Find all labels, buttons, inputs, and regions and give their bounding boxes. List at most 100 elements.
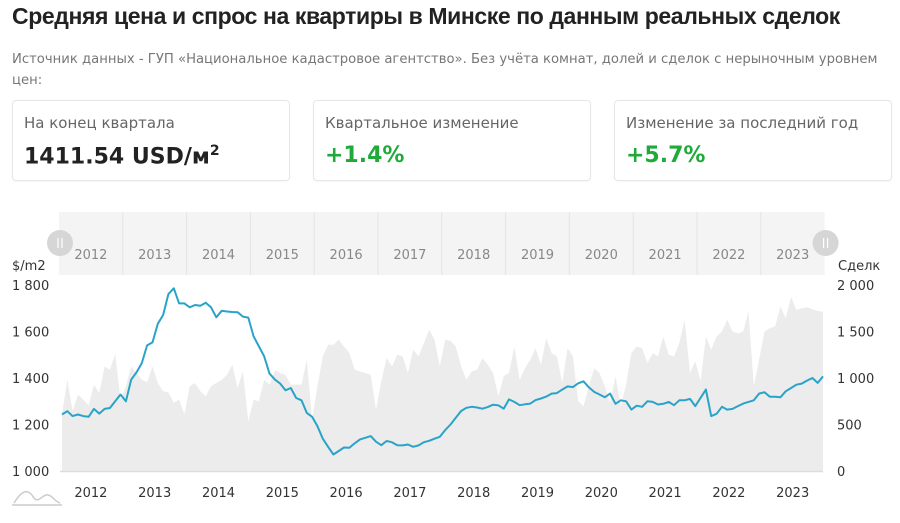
price-point[interactable] [751, 397, 757, 403]
price-point[interactable] [442, 427, 448, 433]
price-point[interactable] [575, 380, 581, 386]
navigator-year-label[interactable]: 2014 [202, 248, 235, 263]
price-point[interactable] [533, 397, 539, 403]
price-point[interactable] [714, 411, 720, 417]
navigator-year-label[interactable]: 2021 [649, 248, 682, 263]
price-point[interactable] [229, 309, 235, 315]
navigator-handle-left[interactable] [47, 230, 73, 256]
price-point[interactable] [671, 402, 677, 408]
price-point[interactable] [336, 448, 342, 454]
price-point[interactable] [676, 397, 682, 403]
price-point[interactable] [511, 399, 517, 405]
price-point[interactable] [256, 343, 262, 349]
price-point[interactable] [272, 377, 278, 383]
price-point[interactable] [756, 391, 762, 397]
price-point[interactable] [639, 404, 645, 410]
price-point[interactable] [463, 405, 469, 411]
price-point[interactable] [149, 339, 155, 345]
price-point[interactable] [559, 387, 565, 393]
price-point[interactable] [368, 433, 374, 439]
navigator-handle-right[interactable] [812, 230, 839, 256]
price-point[interactable] [112, 398, 118, 404]
price-point[interactable] [346, 445, 352, 451]
price-point[interactable] [618, 397, 624, 403]
price-point[interactable] [160, 312, 166, 318]
price-point[interactable] [479, 406, 485, 412]
price-point[interactable] [740, 401, 746, 407]
price-point[interactable] [224, 309, 230, 315]
price-point[interactable] [761, 389, 767, 395]
price-point[interactable] [724, 407, 730, 413]
handle-circle[interactable] [812, 230, 839, 256]
price-point[interactable] [330, 451, 336, 457]
price-point[interactable] [144, 342, 150, 348]
price-point[interactable] [208, 304, 214, 310]
price-point[interactable] [692, 403, 698, 409]
price-point[interactable] [277, 381, 283, 387]
price-point[interactable] [517, 402, 523, 408]
price-point[interactable] [596, 392, 602, 398]
price-point[interactable] [304, 410, 310, 416]
price-point[interactable] [176, 300, 182, 306]
price-point[interactable] [400, 442, 406, 448]
price-point[interactable] [261, 353, 267, 359]
price-point[interactable] [96, 411, 102, 417]
price-point[interactable] [591, 389, 597, 395]
price-point[interactable] [320, 436, 326, 442]
price-point[interactable] [735, 403, 741, 409]
price-point[interactable] [426, 438, 432, 444]
price-point[interactable] [267, 371, 273, 377]
navigator-year-label[interactable]: 2016 [330, 248, 363, 263]
price-point[interactable] [612, 401, 618, 407]
price-point[interactable] [447, 422, 453, 428]
price-point[interactable] [293, 395, 299, 401]
price-point[interactable] [650, 399, 656, 405]
price-point[interactable] [240, 314, 246, 320]
price-point[interactable] [581, 378, 587, 384]
price-point[interactable] [416, 442, 422, 448]
price-point[interactable] [698, 395, 704, 401]
price-point[interactable] [102, 406, 108, 412]
price-point[interactable] [384, 438, 390, 444]
navigator-year-label[interactable]: 2023 [776, 248, 809, 263]
price-point[interactable] [655, 402, 661, 408]
price-point[interactable] [799, 381, 805, 387]
range-navigator[interactable]: 2012 2013 2014 2015 2016 2017 2018 2019 2020 2021… [47, 212, 839, 275]
price-point[interactable] [155, 321, 161, 327]
price-point[interactable] [527, 401, 533, 407]
price-point[interactable] [325, 444, 331, 450]
price-point[interactable] [235, 309, 241, 315]
price-point[interactable] [458, 408, 464, 414]
price-point[interactable] [298, 397, 304, 403]
price-point[interactable] [64, 408, 70, 414]
navigator-year-label[interactable]: 2015 [266, 248, 299, 263]
price-point[interactable] [394, 442, 400, 448]
price-point[interactable] [623, 398, 629, 404]
price-point[interactable] [501, 406, 507, 412]
price-point[interactable] [203, 300, 209, 306]
price-point[interactable] [213, 314, 219, 320]
price-point[interactable] [352, 440, 358, 446]
price-point[interactable] [91, 406, 97, 412]
price-point[interactable] [730, 406, 736, 412]
price-point[interactable] [469, 404, 475, 410]
price-point[interactable] [682, 397, 688, 403]
price-point[interactable] [772, 394, 778, 400]
price-point[interactable] [607, 391, 613, 397]
price-point[interactable] [437, 434, 443, 440]
price-point[interactable] [506, 396, 512, 402]
price-point[interactable] [490, 402, 496, 408]
price-point[interactable] [687, 396, 693, 402]
price-point[interactable] [245, 315, 251, 321]
price-point[interactable] [522, 401, 528, 407]
price-point[interactable] [570, 384, 576, 390]
price-point[interactable] [453, 415, 459, 421]
price-point[interactable] [181, 300, 187, 306]
price-point[interactable] [165, 291, 171, 297]
price-point[interactable] [421, 439, 427, 445]
price-point[interactable] [134, 369, 140, 375]
price-point[interactable] [288, 385, 294, 391]
price-point[interactable] [314, 423, 320, 429]
price-point[interactable] [719, 404, 725, 410]
price-point[interactable] [128, 377, 134, 383]
